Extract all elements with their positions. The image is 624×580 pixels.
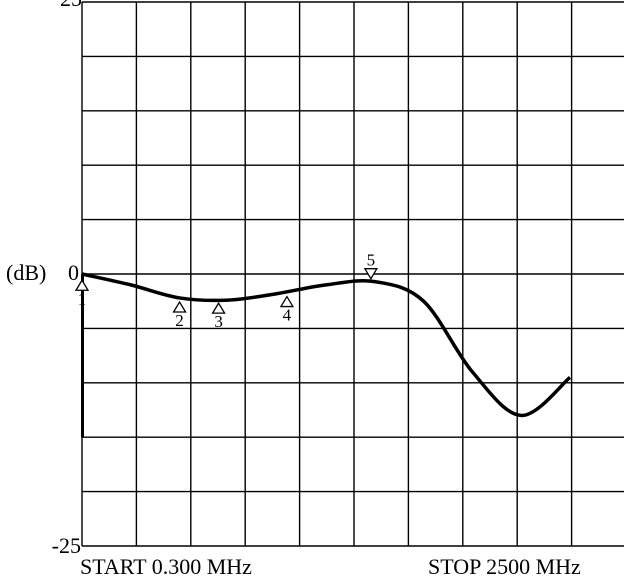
markers: 1 2 3 4 5 [74, 251, 379, 331]
trace [81, 272, 572, 438]
marker-4-triangle [279, 295, 295, 308]
marker-5-triangle [363, 268, 379, 280]
x-start-label: START 0.300 MHz [80, 554, 252, 579]
marker-5-label: 5 [367, 251, 376, 270]
marker-2-label: 2 [175, 311, 184, 330]
grid [81, 1, 624, 547]
marker-3-label: 3 [214, 312, 223, 331]
y-tick-bottom: -25 [51, 533, 81, 558]
marker-2-triangle [172, 300, 187, 313]
marker-1-label: 1 [78, 289, 87, 308]
marker-4-label: 4 [283, 306, 292, 325]
x-stop-label: STOP 2500 MHz [428, 554, 581, 579]
marker-1-triangle [74, 279, 90, 291]
marker-3-triangle [211, 301, 226, 314]
y-unit-label: (dB) [6, 260, 47, 285]
trace-line [81, 272, 572, 418]
y-tick-top: 25 [60, 0, 82, 10]
y-tick-mid: 0 [68, 260, 79, 285]
